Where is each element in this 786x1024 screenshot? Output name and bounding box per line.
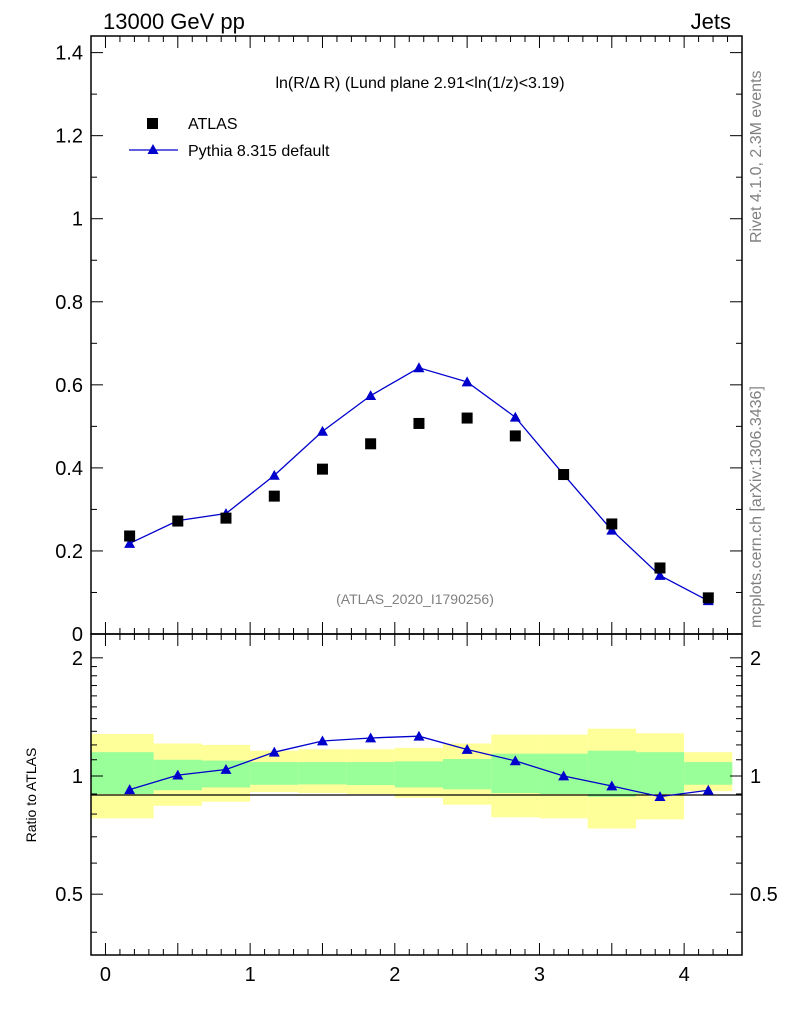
atlas-point [509, 430, 521, 442]
main-y-tick-label: 1.2 [55, 126, 83, 148]
ratio-y-tick-label-right: 1 [750, 766, 761, 788]
ratio-y-tick-labels: 0.5 0.5 1 1 2 2 [55, 648, 778, 906]
ratio-axis-ticks [91, 634, 743, 955]
x-tick-label: 2 [389, 964, 400, 986]
main-y-tick-label: 0.8 [55, 292, 83, 314]
ratio-pythia-point [124, 784, 136, 795]
ratio-band-inner [250, 762, 299, 785]
process-label: Jets [691, 9, 731, 34]
atlas-point [172, 515, 184, 527]
atlas-point [606, 518, 618, 530]
main-y-tick-label: 1 [72, 209, 83, 231]
legend-pythia-label: Pythia 8.315 default [188, 143, 330, 160]
pythia-line [129, 367, 709, 602]
ratio-band-inner [346, 762, 395, 786]
x-tick-labels: 0 1 2 3 4 [100, 964, 690, 986]
rivet-version-label: Rivet 4.1.0, 2.3M events [748, 70, 765, 243]
pythia-series [124, 362, 714, 606]
main-panel: (ATLAS_2020_I1790256) 0 0.2 0.4 0.6 0.8 1 1.2 1… [55, 35, 743, 646]
atlas-point [413, 417, 425, 429]
ratio-pythia-point [316, 735, 328, 746]
atlas-point [654, 562, 666, 574]
ratio-band-inner [91, 752, 154, 794]
ratio-y-tick-label-left: 0.5 [55, 884, 83, 906]
legend-atlas-marker [147, 118, 158, 129]
legend: ATLAS Pythia 8.315 default [129, 116, 330, 160]
atlas-series [124, 412, 714, 604]
ratio-pythia-series [124, 730, 714, 802]
pythia-point [316, 425, 328, 436]
atlas-point [365, 438, 377, 450]
main-y-tick-label: 1.4 [55, 43, 83, 65]
ratio-pythia-point [365, 732, 377, 743]
pythia-point [268, 469, 280, 480]
ratio-band-inner [394, 761, 443, 788]
atlas-point [702, 592, 714, 604]
x-tick-label: 0 [100, 964, 111, 986]
main-y-tick-label: 0.4 [55, 458, 83, 480]
ratio-band-inner [442, 758, 492, 790]
analysis-watermark: (ATLAS_2020_I1790256) [336, 591, 494, 607]
atlas-point [316, 463, 328, 475]
ratio-pythia-point [558, 770, 570, 781]
ratio-y-tick-label-left: 1 [72, 766, 83, 788]
ratio-pythia-point [606, 780, 618, 791]
pythia-point [365, 390, 377, 401]
ratio-pythia-point [509, 755, 521, 766]
ratio-pythia-point [461, 744, 473, 754]
plot-title: ln(R/Δ R) (Lund plane 2.91<ln(1/z)<3.19) [275, 75, 564, 92]
ratio-panel: 0.5 0.5 1 1 2 2 0 1 2 3 4 Ratio to ATLAS [23, 633, 778, 986]
ratio-uncertainty-bands [91, 728, 733, 829]
ratio-pythia-point [654, 791, 666, 802]
pythia-point [124, 537, 136, 548]
ratio-pythia-point [702, 784, 714, 795]
main-y-tick-label: 0.6 [55, 375, 83, 397]
energy-label: 13000 GeV pp [103, 9, 245, 34]
atlas-point [461, 412, 473, 424]
main-y-tick-labels: 0 0.2 0.4 0.6 0.8 1 1.2 1.4 [55, 43, 83, 646]
pythia-point [461, 376, 473, 387]
ratio-pythia-point [172, 769, 184, 780]
ratio-band-inner [298, 762, 347, 785]
ratio-pythia-point [220, 763, 232, 774]
pythia-point [654, 569, 666, 580]
main-y-tick-label: 0.2 [55, 541, 83, 563]
atlas-point [124, 530, 136, 542]
ratio-band-inner [684, 762, 733, 785]
ratio-y-tick-label-right: 0.5 [750, 884, 778, 906]
atlas-point [268, 490, 280, 502]
ratio-band-inner [635, 752, 685, 794]
ratio-frame [90, 633, 743, 956]
ratio-y-tick-label-left: 2 [72, 648, 83, 670]
atlas-point [220, 512, 232, 524]
x-tick-label: 3 [534, 964, 545, 986]
main-y-tick-label: 0 [72, 624, 83, 646]
pythia-point [606, 524, 618, 535]
x-tick-label: 4 [679, 964, 690, 986]
ratio-pythia-point [268, 746, 280, 757]
pythia-point [413, 362, 425, 373]
atlas-point [558, 469, 570, 481]
ratio-y-tick-label-right: 2 [750, 648, 761, 670]
mcplots-label: mcplots.cern.ch [arXiv:1306.3436] [748, 386, 765, 628]
ratio-pythia-point [413, 730, 425, 741]
pythia-point [509, 411, 521, 422]
x-tick-label: 1 [245, 964, 256, 986]
legend-pythia-marker [147, 144, 159, 154]
ratio-y-axis-label: Ratio to ATLAS [23, 748, 39, 843]
legend-atlas-label: ATLAS [188, 116, 238, 133]
